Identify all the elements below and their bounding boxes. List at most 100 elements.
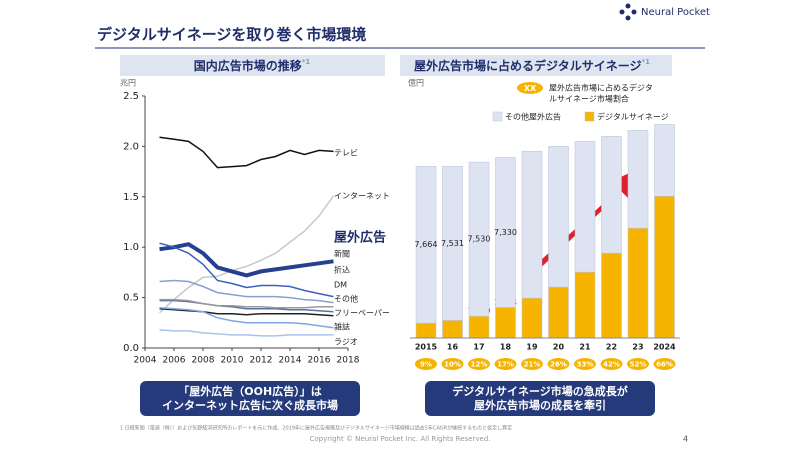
bar-segment xyxy=(468,315,490,339)
chart-title: 屋外広告市場に占めるデジタルサイネージ*1 xyxy=(414,58,650,73)
x-tick-label: 2014 xyxy=(279,356,302,366)
x-tick-label: 2018 xyxy=(337,356,360,366)
share-pill xyxy=(600,358,623,370)
chart-header xyxy=(120,55,385,76)
x-tick-label: 17 xyxy=(473,343,484,352)
x-tick-label: 21 xyxy=(579,343,591,352)
bar-segment xyxy=(415,322,437,339)
callout-text: 「屋外広告（OOH広告）」は xyxy=(178,384,321,398)
footnote: 1 日経新聞（電通（株））および矢野経済研究所のレポートを元に作成。2019年に… xyxy=(120,425,512,432)
line-series xyxy=(159,242,334,298)
share-pill xyxy=(415,358,437,370)
share-label: 12% xyxy=(471,361,488,369)
x-tick-label: 2015 xyxy=(415,343,438,352)
share-pill xyxy=(494,358,517,370)
share-label: 26% xyxy=(550,361,567,369)
series-label: ラジオ xyxy=(334,338,358,347)
bar-segment xyxy=(548,146,569,288)
share-label: 10% xyxy=(444,361,461,369)
share-label: 52% xyxy=(630,361,647,369)
legend-sample: XX xyxy=(524,84,537,93)
value-label: 7,330 xyxy=(494,228,517,237)
share-pill xyxy=(547,358,570,370)
x-tick-label: 2012 xyxy=(250,356,273,366)
series-label: テレビ xyxy=(334,149,358,158)
line-series xyxy=(159,136,334,169)
share-pill xyxy=(441,358,464,370)
line-series xyxy=(159,299,334,313)
chart-title: 国内広告市場の推移*1 xyxy=(194,58,311,73)
bar-segment xyxy=(495,157,516,308)
bar-segment xyxy=(627,227,649,339)
copyright: Copyright © Neural Pocket Inc. All Right… xyxy=(310,435,491,443)
x-tick-label: 2008 xyxy=(192,356,215,366)
bar-segment xyxy=(521,151,543,299)
x-tick-label: 2016 xyxy=(308,356,331,366)
y-axis-label: 億円 xyxy=(408,78,424,88)
share-label: 66% xyxy=(656,361,673,369)
bar-segment xyxy=(574,271,596,339)
bar-segment xyxy=(601,252,622,339)
logo: Neural Pocket xyxy=(641,7,710,18)
y-tick-label: 2.5 xyxy=(123,91,139,102)
y-tick-label: 2.0 xyxy=(123,141,139,152)
x-tick-label: 2004 xyxy=(134,356,157,366)
slide-title: デジタルサイネージを取り巻く市場環境 xyxy=(97,26,366,44)
share-label: 33% xyxy=(577,361,594,369)
series-label: DM xyxy=(334,281,347,290)
x-tick-label: 2024 xyxy=(653,343,676,352)
y-tick-label: 0.5 xyxy=(123,293,139,304)
share-label: 17% xyxy=(497,361,514,369)
y-tick-label: 1.0 xyxy=(123,242,139,253)
chart-header xyxy=(400,55,672,76)
bar-segment xyxy=(415,166,437,324)
bar-segment xyxy=(627,130,649,229)
bar-segment xyxy=(548,286,569,339)
title-note: *1 xyxy=(642,58,651,66)
callout-text: インターネット広告に次ぐ成長市場 xyxy=(162,398,338,412)
y-tick-label: 1.5 xyxy=(123,192,139,203)
value-label: 7,531 xyxy=(441,239,464,248)
x-tick-label: 23 xyxy=(632,343,643,352)
callout-text: デジタルサイネージ市場の急成長が xyxy=(452,384,628,398)
page-number: 4 xyxy=(683,435,688,444)
x-tick-label: 2010 xyxy=(221,356,244,366)
legend-text: 屋外広告市場に占めるデジタ xyxy=(549,83,653,93)
line-series xyxy=(158,195,335,314)
bar-segment xyxy=(442,166,463,321)
series-label: 雑誌 xyxy=(334,322,350,332)
x-tick-label: 2006 xyxy=(163,356,186,366)
bar-segment xyxy=(495,307,516,339)
series-label: 新聞 xyxy=(334,249,350,259)
share-pill xyxy=(653,358,676,370)
callout-text: 屋外広告市場の成長を牽引 xyxy=(474,398,606,412)
line-series xyxy=(159,329,334,337)
series-label: その他 xyxy=(334,294,358,304)
bar-segment xyxy=(442,320,463,339)
share-label: 21% xyxy=(524,361,541,369)
series-label: インターネット xyxy=(334,192,390,201)
bar-segment xyxy=(574,141,596,273)
series-label: 折込 xyxy=(334,265,350,275)
legend-text: ルサイネージ市場割合 xyxy=(549,94,629,104)
x-tick-label: 18 xyxy=(500,343,512,352)
chart-title-text: 屋外広告市場に占めるデジタルサイネージ xyxy=(414,58,642,73)
line-series xyxy=(159,242,334,278)
x-tick-label: 22 xyxy=(606,343,617,352)
series-label: フリーペーパー xyxy=(334,309,390,318)
series-label: 屋外広告 xyxy=(334,230,386,246)
value-label: 7,664 xyxy=(415,240,438,249)
bar-segment xyxy=(468,161,490,317)
share-label: 9% xyxy=(420,361,432,369)
share-label: 42% xyxy=(603,361,620,369)
share-pill xyxy=(574,358,596,370)
x-tick-label: 20 xyxy=(553,343,565,352)
bar-segment xyxy=(521,297,543,339)
share-pill xyxy=(627,358,649,370)
x-tick-label: 19 xyxy=(526,343,538,352)
callout-box xyxy=(140,381,360,416)
chart-title-text: 国内広告市場の推移 xyxy=(194,58,302,73)
share-pill xyxy=(521,358,543,370)
bar-segment xyxy=(601,136,622,254)
